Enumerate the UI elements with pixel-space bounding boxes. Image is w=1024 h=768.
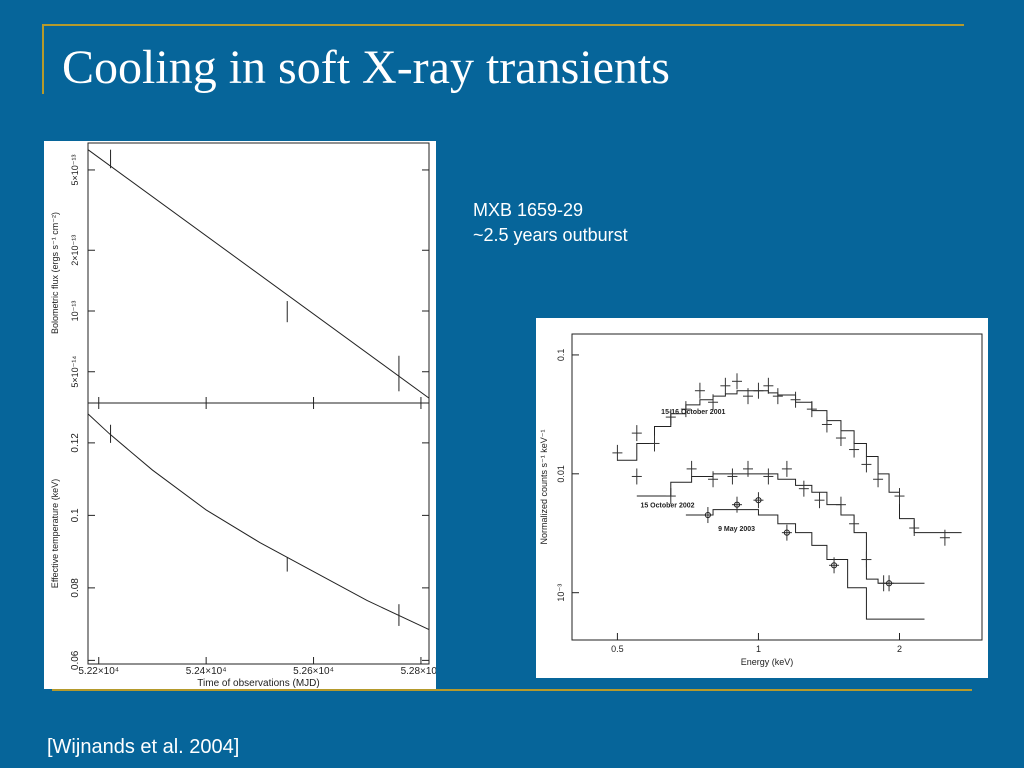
source-name: MXB 1659-29 [473, 200, 584, 220]
y-tick-label: 10⁻¹³ [70, 301, 80, 322]
spectrum-data-point [830, 562, 838, 569]
y-tick-label: 5×10⁻¹⁴ [70, 356, 80, 388]
y-axis-label: Normalized counts s⁻¹ keV⁻¹ [539, 429, 549, 544]
x-tick-label: 5.22×10⁴ [78, 666, 119, 677]
y-axis-label: Effective temperature (keV) [50, 479, 60, 588]
x-tick-label: 1 [756, 644, 761, 654]
spectrum-data-point [704, 511, 711, 519]
x-tick-label: 0.5 [611, 644, 624, 654]
spectrum-data-point [885, 580, 893, 587]
spectrum-data-point [755, 497, 762, 504]
cooling-curves-svg: 5.22×10⁴ 5.24×10⁴ 5.26×10⁴ 5.28×10⁴ Time of … [50, 142, 436, 689]
y-tick-label: 0.1 [556, 349, 566, 362]
y-tick-label: 5×10⁻¹³ [70, 154, 80, 185]
x-tick-label: 5.28×10⁴ [401, 666, 436, 677]
series-label: 9 May 2003 [718, 526, 755, 533]
spectra-figure: 0.5 1 2 Energy (keV) 10⁻³ 0.01 0.1 Normalized c… [536, 318, 988, 678]
y-tick-label: 0.08 [70, 578, 81, 598]
flux-model-line [87, 149, 430, 399]
y-axis-label: Bolometric flux (ergs s⁻¹ cm⁻²) [50, 212, 60, 334]
x-tick-label: 5.26×10⁴ [293, 666, 334, 677]
series-label: 15 October 2002 [640, 503, 694, 510]
x-axis-label: Energy (keV) [741, 657, 794, 667]
footer-rule [52, 689, 972, 691]
y-tick-label: 0.12 [70, 433, 81, 453]
x-tick-label: 2 [897, 644, 902, 654]
spectra-svg: 0.5 1 2 Energy (keV) 10⁻³ 0.01 0.1 Normalized c… [539, 333, 983, 667]
spectrum-model-line [636, 473, 925, 584]
y-tick-label: 0.1 [70, 508, 81, 522]
series-label: 15-16 October 2001 [661, 409, 725, 416]
title-rule-top [42, 24, 964, 26]
x-tick-label: 5.24×10⁴ [186, 666, 227, 677]
citation: [Wijnands et al. 2004] [47, 736, 240, 758]
y-tick-label: 10⁻³ [556, 584, 566, 602]
spectrum-data-point [783, 529, 790, 536]
outburst-duration: ~2.5 years outburst [473, 225, 628, 245]
title-rule-vertical [42, 24, 44, 94]
plot-frame [571, 333, 983, 641]
y-tick-label: 0.01 [556, 465, 566, 483]
temperature-model-line [87, 413, 430, 631]
spectrum-data-point [733, 501, 741, 508]
y-tick-label: 0.06 [70, 650, 81, 670]
slide-title: Cooling in soft X-ray transients [62, 41, 670, 94]
x-axis-label: Time of observations (MJD) [197, 678, 319, 689]
spectrum-model-line [685, 509, 925, 620]
source-caption: MXB 1659-29 ~2.5 years outburst [473, 198, 628, 248]
cooling-curves-figure: 5.22×10⁴ 5.24×10⁴ 5.26×10⁴ 5.28×10⁴ Time of … [44, 141, 436, 689]
y-tick-label: 2×10⁻¹³ [70, 235, 80, 266]
